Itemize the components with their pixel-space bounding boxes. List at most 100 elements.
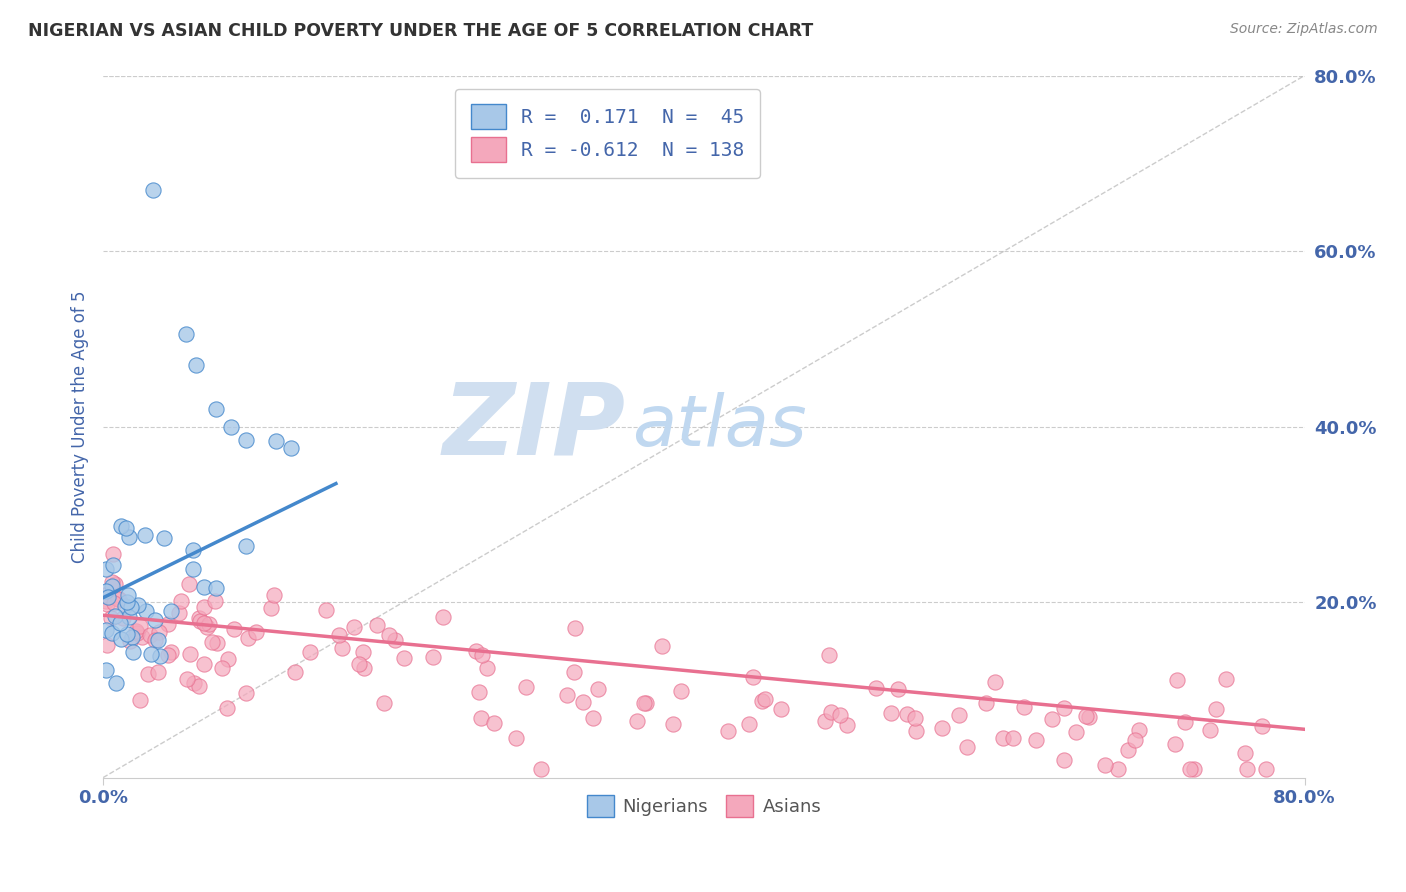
Point [572, 695, 595, 709]
Point [738, 717, 761, 731]
Point [1198, 723, 1220, 737]
Point [280, 442, 302, 456]
Point [198, 617, 221, 632]
Point [820, 705, 842, 719]
Point [110, 632, 132, 646]
Point [170, 593, 193, 607]
Point [139, 628, 162, 642]
Text: Source: ZipAtlas.com: Source: ZipAtlas.com [1230, 22, 1378, 37]
Point [1107, 762, 1129, 776]
Point [217, 700, 239, 714]
Point [991, 731, 1014, 745]
Point [108, 591, 131, 606]
Point [114, 599, 136, 613]
Point [1012, 700, 1035, 714]
Point [235, 539, 257, 553]
Point [111, 611, 134, 625]
Point [122, 645, 145, 659]
Point [769, 702, 792, 716]
Point [134, 527, 156, 541]
Point [1182, 762, 1205, 776]
Point [751, 694, 773, 708]
Point [136, 667, 159, 681]
Point [224, 622, 246, 636]
Point [193, 581, 215, 595]
Point [187, 679, 209, 693]
Point [143, 613, 166, 627]
Point [135, 604, 157, 618]
Point [347, 657, 370, 671]
Point [384, 632, 406, 647]
Point [263, 588, 285, 602]
Point [586, 682, 609, 697]
Point [103, 596, 125, 610]
Point [156, 648, 179, 662]
Point [167, 606, 190, 620]
Point [131, 630, 153, 644]
Y-axis label: Child Poverty Under the Age of 5: Child Poverty Under the Age of 5 [72, 290, 89, 563]
Point [101, 558, 124, 572]
Point [284, 665, 307, 679]
Point [193, 599, 215, 614]
Point [366, 618, 388, 632]
Point [174, 327, 197, 342]
Point [984, 675, 1007, 690]
Point [93, 588, 115, 602]
Point [125, 626, 148, 640]
Point [1166, 673, 1188, 687]
Point [94, 562, 117, 576]
Point [717, 723, 740, 738]
Point [1094, 758, 1116, 772]
Point [100, 575, 122, 590]
Point [1234, 746, 1257, 760]
Point [153, 531, 176, 545]
Point [200, 635, 222, 649]
Point [204, 582, 226, 596]
Point [315, 603, 337, 617]
Point [100, 611, 122, 625]
Point [110, 519, 132, 533]
Point [211, 661, 233, 675]
Point [1215, 672, 1237, 686]
Point [179, 647, 201, 661]
Point [100, 626, 122, 640]
Point [101, 579, 124, 593]
Point [94, 663, 117, 677]
Point [1053, 701, 1076, 715]
Point [104, 608, 127, 623]
Point [104, 675, 127, 690]
Point [125, 624, 148, 638]
Point [1128, 723, 1150, 738]
Point [1116, 743, 1139, 757]
Text: NIGERIAN VS ASIAN CHILD POVERTY UNDER THE AGE OF 5 CORRELATION CHART: NIGERIAN VS ASIAN CHILD POVERTY UNDER TH… [28, 22, 813, 40]
Point [373, 696, 395, 710]
Point [562, 665, 585, 680]
Point [880, 706, 903, 721]
Point [245, 624, 267, 639]
Point [1164, 737, 1187, 751]
Point [669, 684, 692, 698]
Text: ZIP: ZIP [443, 378, 626, 475]
Point [1074, 709, 1097, 723]
Point [236, 631, 259, 645]
Point [555, 688, 578, 702]
Point [127, 599, 149, 613]
Point [193, 616, 215, 631]
Point [1053, 753, 1076, 767]
Point [235, 433, 257, 447]
Point [1064, 724, 1087, 739]
Point [1251, 719, 1274, 733]
Point [1174, 714, 1197, 729]
Point [129, 693, 152, 707]
Point [142, 183, 165, 197]
Point [219, 419, 242, 434]
Point [118, 530, 141, 544]
Point [626, 714, 648, 728]
Point [530, 762, 553, 776]
Point [183, 676, 205, 690]
Point [104, 577, 127, 591]
Point [183, 562, 205, 576]
Point [328, 628, 350, 642]
Point [156, 617, 179, 632]
Point [204, 594, 226, 608]
